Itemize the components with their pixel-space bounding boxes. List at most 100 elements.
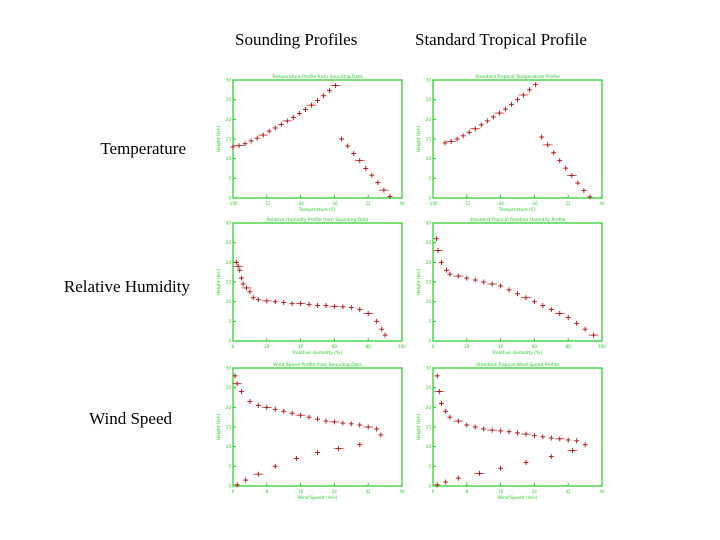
data-point [266, 128, 272, 134]
data-point [464, 275, 470, 281]
y-tick-label: 5 [228, 319, 231, 324]
data-point [542, 142, 553, 148]
data-point [261, 298, 272, 304]
x-tick-label: 20 [264, 344, 270, 349]
y-tick-label: 25 [426, 97, 432, 102]
x-tick-label: 40 [599, 489, 605, 494]
y-tick-label: 25 [226, 385, 232, 390]
data-point [567, 448, 578, 454]
y-tick-label: 30 [426, 221, 432, 226]
data-point [363, 166, 369, 171]
data-point [474, 470, 485, 476]
y-tick-label: 10 [426, 299, 432, 304]
data-point [443, 408, 449, 414]
chart-temperature-sounding: -100 -72 -44 -16 12 40 0 5 10 15 20 25 30 Temperature… [215, 72, 410, 212]
data-point [295, 412, 306, 418]
data-point [363, 310, 374, 316]
data-point [272, 406, 278, 412]
data-point [464, 422, 470, 428]
chart-wind-tropical: 0 8 16 24 32 40 0 5 10 15 20 25 30 Standard Tropical … [415, 360, 610, 500]
data-point [540, 303, 546, 309]
data-point [323, 418, 329, 424]
y-tick-label: 0 [228, 339, 231, 344]
x-tick-label: 32 [566, 489, 572, 494]
chart-title: Standard Tropical Wind Speed Profile [476, 362, 559, 368]
data-point [527, 87, 533, 93]
data-point [295, 301, 306, 307]
y-tick-label: 15 [426, 425, 432, 430]
x-tick-label: 32 [366, 489, 372, 494]
data-point [588, 332, 599, 338]
x-tick-label: 16 [298, 489, 304, 494]
data-point [354, 158, 365, 164]
y-axis-label: Height (km) [216, 125, 222, 152]
data-point [575, 180, 581, 186]
data-point [443, 479, 449, 485]
data-point [330, 83, 341, 89]
data-point [340, 304, 346, 310]
data-point [470, 126, 481, 132]
x-tick-label: 40 [298, 344, 304, 349]
data-point [582, 442, 588, 448]
x-tick-label: -100 [228, 201, 238, 206]
data-point [296, 110, 302, 116]
data-point [472, 277, 478, 283]
data-point [481, 426, 487, 432]
x-axis-label: Relative Humidity (%) [493, 350, 542, 355]
data-point [323, 303, 329, 309]
data-point [357, 442, 363, 448]
data-point [442, 140, 448, 146]
data-point [453, 273, 464, 279]
x-tick-label: 0 [232, 344, 235, 349]
data-point [447, 271, 453, 277]
y-tick-label: 10 [226, 299, 232, 304]
data-point [315, 97, 320, 103]
data-point [520, 431, 531, 437]
x-tick-label: 40 [599, 201, 605, 206]
x-tick-label: 16 [498, 489, 504, 494]
data-point [481, 279, 487, 285]
data-point [444, 267, 450, 273]
x-tick-label: 80 [366, 344, 372, 349]
data-point [242, 141, 248, 147]
data-point [272, 125, 278, 131]
x-tick-label: -72 [264, 201, 271, 206]
data-point [434, 389, 445, 395]
row-label-wind: Wind Speed [89, 409, 172, 428]
column-header-sounding: Sounding Profiles [235, 30, 358, 49]
data-point [453, 418, 464, 424]
y-axis-label: Height (km) [216, 413, 222, 440]
data-point [531, 433, 537, 439]
data-point [565, 314, 571, 320]
data-point [574, 438, 580, 444]
x-axis-label: Relative Humidity (%) [293, 350, 342, 355]
data-point [255, 297, 261, 303]
data-point [472, 424, 478, 430]
y-tick-label: 25 [426, 385, 432, 390]
y-tick-label: 30 [226, 366, 232, 371]
data-point [523, 459, 529, 465]
x-tick-label: -100 [428, 201, 438, 206]
x-tick-label: -16 [531, 201, 538, 206]
data-point [587, 194, 593, 200]
x-axis-label: Temperature (C) [298, 207, 336, 212]
data-point [306, 301, 312, 307]
data-point [566, 173, 577, 179]
data-point [438, 259, 444, 265]
data-point [238, 275, 244, 281]
data-point [494, 110, 505, 116]
y-axis-label: Height (km) [416, 268, 422, 295]
data-point [363, 424, 374, 430]
chart-title: Wind Speed Profile from Sounding Data [273, 362, 362, 368]
data-point [455, 475, 461, 481]
data-point [329, 303, 340, 309]
x-tick-label: 80 [566, 344, 572, 349]
data-point [281, 408, 287, 414]
data-point [460, 133, 466, 139]
data-point [248, 138, 254, 144]
data-point [434, 373, 440, 379]
x-tick-label: 40 [498, 344, 504, 349]
data-point [581, 188, 587, 194]
data-point [531, 299, 537, 305]
x-tick-label: 20 [464, 344, 470, 349]
